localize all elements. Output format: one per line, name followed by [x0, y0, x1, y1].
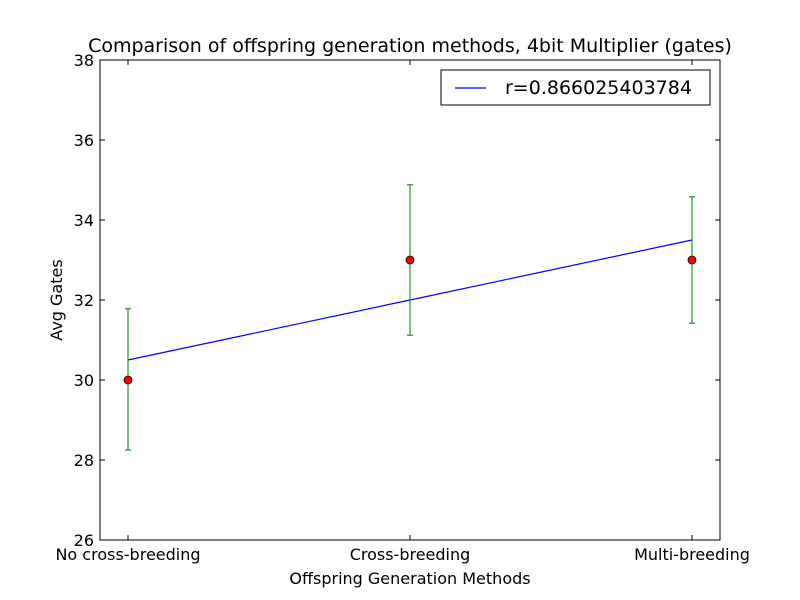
- data-point: [405, 255, 415, 265]
- plot-marks: [123, 184, 697, 451]
- y-axis: 26 28 30 32 34 36 38: [74, 51, 720, 550]
- data-point: [687, 255, 697, 265]
- y-tick-label: 26: [74, 531, 94, 550]
- x-tick-label: No cross-breeding: [55, 545, 200, 564]
- y-tick-label: 28: [74, 451, 94, 470]
- x-tick-label: Cross-breeding: [350, 545, 471, 564]
- y-tick-label: 34: [74, 211, 94, 230]
- y-tick-label: 38: [74, 51, 94, 70]
- x-axis: No cross-breeding Cross-breeding Multi-bre…: [55, 60, 750, 564]
- legend-entry-fit-line: r=0.866025403784: [505, 77, 692, 99]
- y-tick-label: 30: [74, 371, 94, 390]
- y-axis-label: Avg Gates: [47, 259, 66, 340]
- data-point: [123, 375, 133, 385]
- y-tick-label: 32: [74, 291, 94, 310]
- chart-title: Comparison of offspring generation metho…: [88, 35, 732, 57]
- x-axis-label: Offspring Generation Methods: [289, 569, 530, 588]
- legend: r=0.866025403784: [440, 69, 711, 106]
- x-tick-label: Multi-breeding: [634, 545, 750, 564]
- y-tick-label: 36: [74, 131, 94, 150]
